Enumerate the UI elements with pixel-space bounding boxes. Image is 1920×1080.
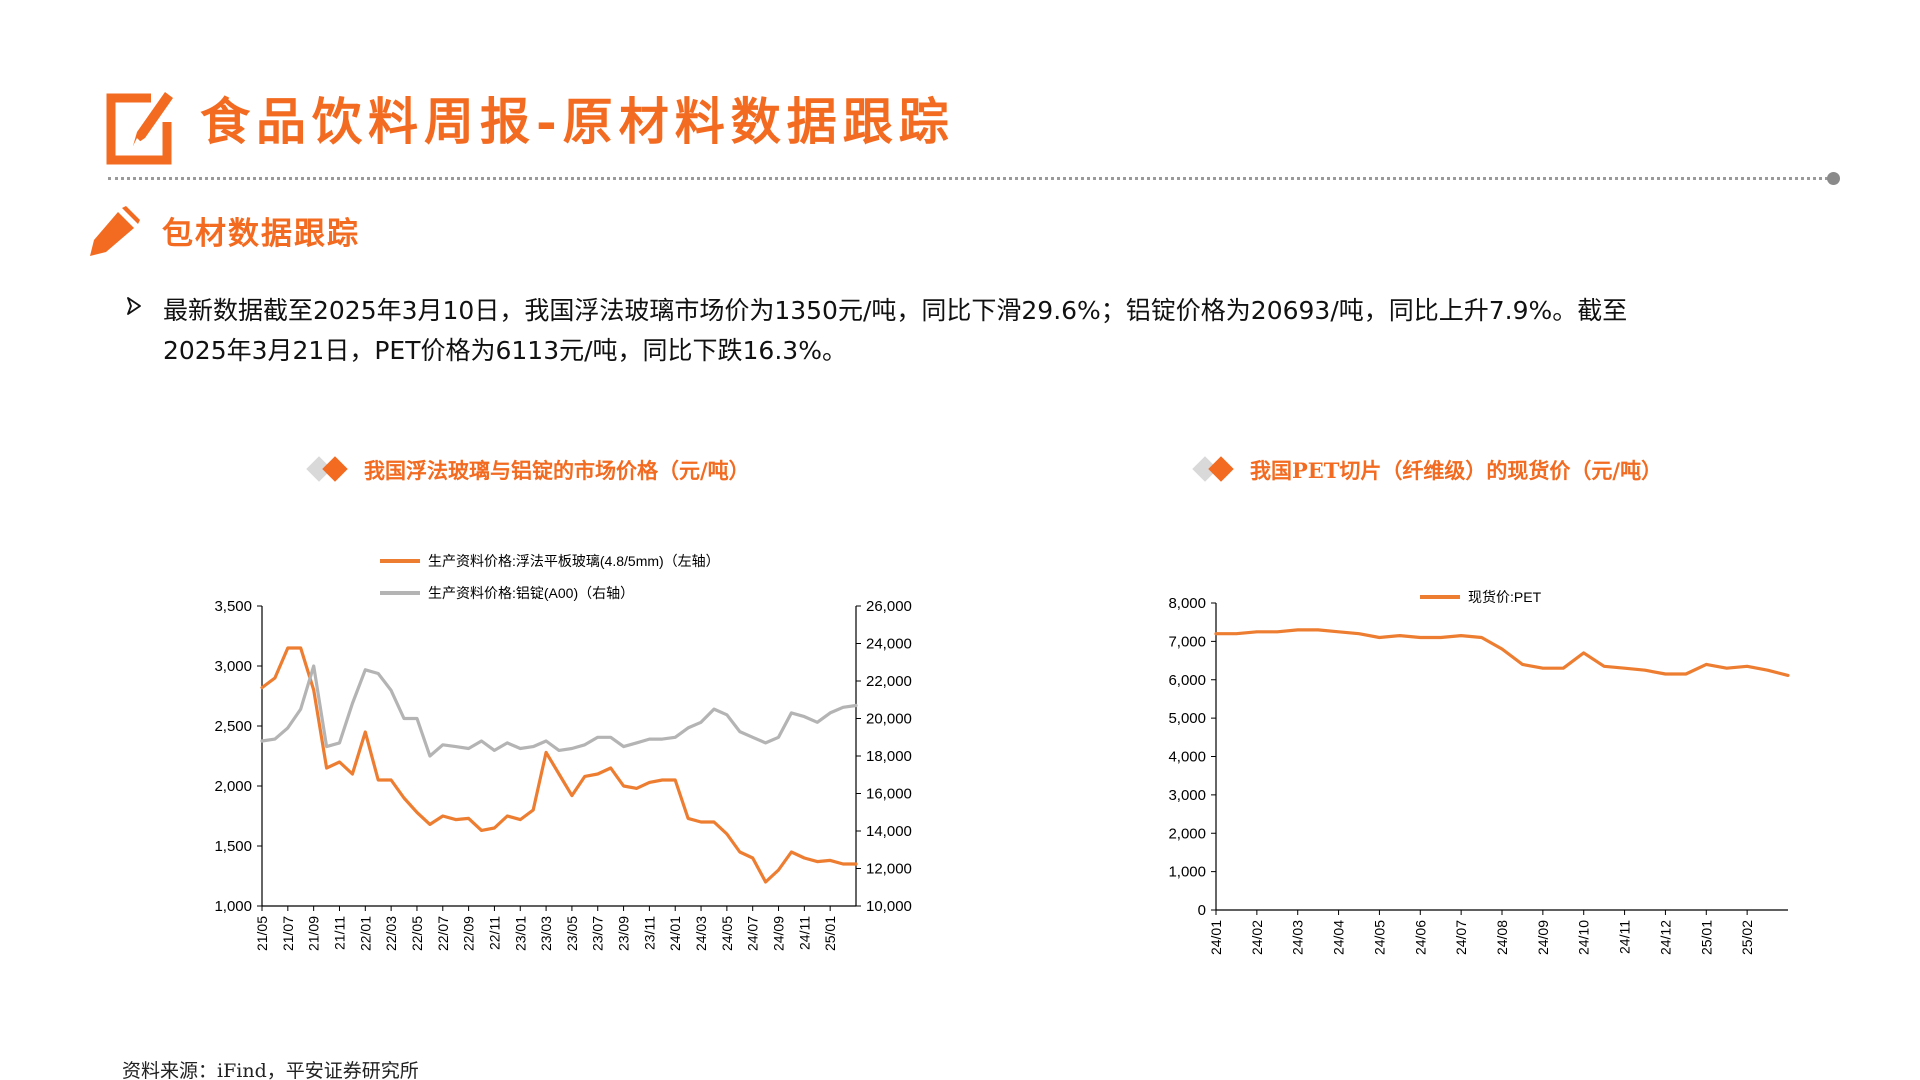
source-note: 资料来源：iFind，平安证券研究所 — [122, 1060, 419, 1080]
chart-1-ytick-label-right: 16,000 — [866, 786, 912, 803]
chart-1-legend-label-0: 生产资料价格:浮法平板玻璃(4.8/5mm)（左轴） — [428, 553, 720, 569]
chart-2-xtick-label: 24/09 — [1535, 920, 1551, 955]
chart-1-xtick-label: 23/07 — [590, 916, 606, 951]
chart-1-series-0-line — [260, 646, 858, 884]
chart-1-ytick-label-left: 1,000 — [214, 898, 252, 915]
chart-2-ytick-label-left: 4,000 — [1168, 749, 1206, 766]
divider — [108, 177, 1828, 180]
chart-2-xtick-label: 25/02 — [1739, 920, 1755, 955]
chart-1-xtick-label: 22/01 — [357, 916, 373, 951]
chart-2-xtick-label: 24/11 — [1617, 920, 1633, 954]
double-diamond-icon — [306, 456, 348, 484]
chart-2-xtick-label: 25/01 — [1698, 920, 1714, 955]
chart-1-header: 我国浮法玻璃与铝锭的市场价格（元/吨） — [306, 450, 750, 490]
chart-1-xtick-label: 24/03 — [693, 916, 709, 951]
chart-1-ytick-label-right: 22,000 — [866, 673, 912, 690]
chart-2-xtick-label: 24/03 — [1290, 920, 1306, 955]
chart-1-xtick-label: 21/07 — [280, 916, 296, 951]
edit-box-icon — [106, 92, 173, 165]
chart-2-ytick-label-left: 2,000 — [1168, 825, 1206, 842]
chart-1-ytick-label-right: 24,000 — [866, 636, 912, 653]
chart-2-series-0-line — [1214, 628, 1790, 678]
chart-2-xtick-label: 24/06 — [1412, 920, 1428, 955]
chart-2-ytick-label-left: 7,000 — [1168, 633, 1206, 650]
chart-1-xtick-label: 22/05 — [409, 916, 425, 951]
chart-2-xtick-label: 24/02 — [1249, 920, 1265, 955]
chart-2-ytick-label-left: 8,000 — [1168, 595, 1206, 612]
summary-line-2: 2025年3月21日，PET价格为6113元/吨，同比下跌16.3%。 — [163, 336, 847, 365]
double-diamond-icon — [1192, 456, 1234, 484]
chart-1-ytick-label-left: 2,500 — [214, 718, 252, 735]
chart-2-legend-label-0: 现货价:PET — [1468, 589, 1542, 605]
chart-1-ytick-label-right: 10,000 — [866, 898, 912, 915]
chart-1-ytick-label-right: 20,000 — [866, 711, 912, 728]
pencil-icon — [90, 206, 140, 256]
chart-1-ytick-label-right: 26,000 — [866, 598, 912, 615]
chart-1-ytick-label-right: 18,000 — [866, 748, 912, 765]
chart-2-ytick-label-left: 5,000 — [1168, 710, 1206, 727]
chart-1-legend-label-1: 生产资料价格:铝锭(A00)（右轴） — [428, 585, 634, 601]
chart-2-xtick-label: 24/07 — [1453, 920, 1469, 955]
chart-1-xtick-label: 22/11 — [486, 916, 502, 950]
chart-1-xtick-label: 22/03 — [383, 916, 399, 951]
chart-2-xtick-label: 24/05 — [1371, 920, 1387, 955]
chart-1-ytick-label-left: 1,500 — [214, 838, 252, 855]
chart-2-ytick-label-left: 6,000 — [1168, 672, 1206, 689]
chart-2-xtick-label: 24/08 — [1494, 920, 1510, 955]
chart-1-xtick-label: 24/01 — [667, 916, 683, 951]
chart-1-xtick-label: 21/11 — [331, 916, 347, 950]
chart-1-ytick-label-right: 14,000 — [866, 823, 912, 840]
arrow-bullet-icon — [127, 297, 141, 315]
chart-1-xtick-label: 24/07 — [745, 916, 761, 951]
chart-2-header: 我国PET切片（纤维级）的现货价（元/吨） — [1192, 450, 1662, 490]
chart-1-xtick-label: 22/09 — [461, 916, 477, 951]
chart-1-xtick-label: 24/11 — [796, 916, 812, 950]
chart-1-title: 我国浮法玻璃与铝锭的市场价格（元/吨） — [364, 458, 750, 483]
section-title: 包材数据跟踪 — [162, 216, 360, 252]
chart-2-ytick-label-left: 1,000 — [1168, 864, 1206, 881]
chart-1-xtick-label: 22/07 — [435, 916, 451, 951]
chart-2-ytick-label-left: 0 — [1198, 902, 1206, 919]
chart-2-xtick-label: 24/12 — [1657, 920, 1673, 955]
chart-1-xtick-label: 24/05 — [719, 916, 735, 951]
chart-1-ytick-label-left: 2,000 — [214, 778, 252, 795]
chart-1-xtick-label: 23/09 — [616, 916, 632, 951]
chart-1-xtick-label: 23/03 — [538, 916, 554, 951]
chart-1-ytick-label-left: 3,500 — [214, 598, 252, 615]
chart-1-xtick-label: 23/11 — [641, 916, 657, 950]
chart-1-xtick-label: 24/09 — [771, 916, 787, 951]
chart-2-xtick-label: 24/01 — [1208, 920, 1224, 955]
chart-2-title: 我国PET切片（纤维级）的现货价（元/吨） — [1250, 458, 1663, 483]
page-title: 食品饮料周报-原材料数据跟踪 — [200, 92, 955, 151]
chart-1-xtick-label: 21/09 — [306, 916, 322, 951]
chart-1-xtick-label: 21/05 — [254, 916, 270, 951]
chart-1-xtick-label: 23/05 — [564, 916, 580, 951]
summary-line-1: 最新数据截至2025年3月10日，我国浮法玻璃市场价为1350元/吨，同比下滑2… — [163, 296, 1628, 325]
chart-1-series-1-line — [260, 664, 858, 758]
chart-1-xtick-label: 23/01 — [512, 916, 528, 951]
divider-dot — [1827, 172, 1840, 185]
chart-1-ytick-label-left: 3,000 — [214, 658, 252, 675]
chart-1-xtick-label: 25/01 — [822, 916, 838, 951]
summary-text: 最新数据截至2025年3月10日，我国浮法玻璃市场价为1350元/吨，同比下滑2… — [163, 291, 1783, 371]
chart-2-xtick-label: 24/04 — [1331, 920, 1347, 955]
chart-2-xtick-label: 24/10 — [1576, 920, 1592, 955]
chart-2-ytick-label-left: 3,000 — [1168, 787, 1206, 804]
chart-1-ytick-label-right: 12,000 — [866, 861, 912, 878]
